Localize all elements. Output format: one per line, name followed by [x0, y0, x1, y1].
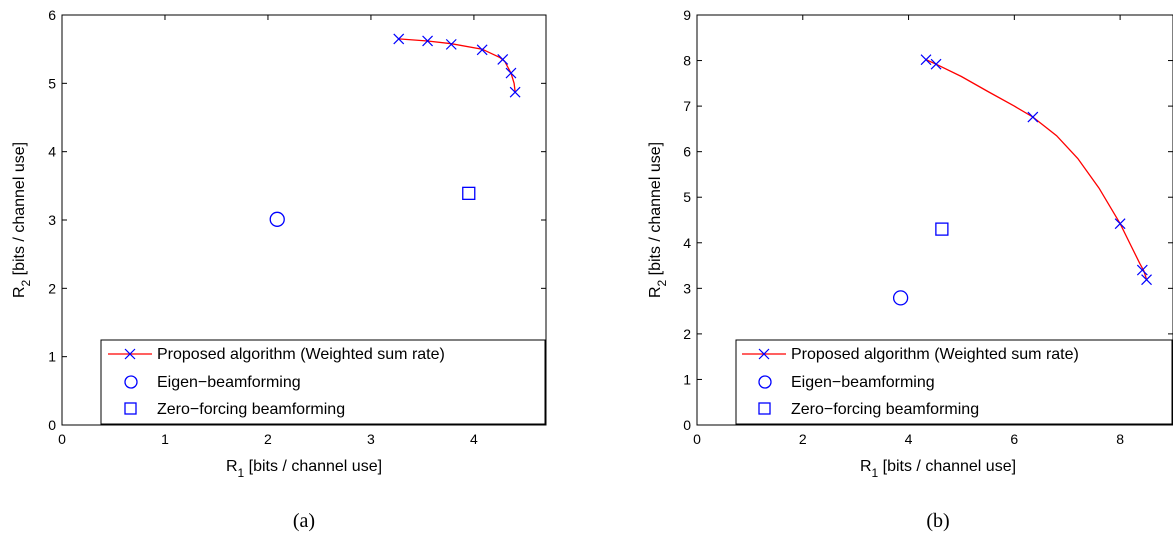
- y-tick-label-b-2: 2: [683, 326, 691, 342]
- point-zf-a-0: [462, 186, 476, 201]
- point-proposed-b-3: [1114, 218, 1126, 230]
- caption-b: (b): [926, 510, 949, 532]
- y-tick-labels-b: 0 1 2 3 4 5 6 7 8 9: [683, 7, 691, 433]
- legend-marker-x-a: [124, 348, 136, 360]
- point-proposed-b-5: [1141, 274, 1152, 286]
- legend-marker-circle-b: [758, 375, 772, 389]
- x-tick-label-a-3: 3: [367, 431, 375, 447]
- legend-label-eigen-b: Eigen−beamforming: [791, 374, 935, 391]
- legend-label-zf-b: Zero−forcing beamforming: [791, 401, 979, 418]
- y-axis-label-b: R2 [bits / channel use]: [647, 142, 669, 298]
- y-axis-label-a: R2 [bits / channel use]: [11, 142, 33, 298]
- x-tick-label-b-4: 8: [1116, 431, 1124, 447]
- y-tick-label-a-3: 3: [48, 212, 56, 228]
- y-tick-label-b-3: 3: [683, 280, 691, 296]
- point-eigen-b-0: [892, 290, 909, 306]
- point-proposed-a-2: [445, 38, 457, 50]
- point-proposed-a-3: [476, 44, 488, 56]
- legend-marker-square-b: [758, 402, 771, 415]
- y-tick-label-a-0: 0: [48, 417, 56, 433]
- series-layer-a: [269, 33, 521, 227]
- y-tick-label-b-6: 6: [683, 144, 691, 160]
- series-line-proposed-b: [925, 59, 1148, 280]
- point-proposed-b-2: [1027, 111, 1039, 123]
- point-proposed-a-6: [509, 86, 521, 98]
- chart-panel-a: 0 1 2 3 4 0 1 2 3 4 5 6 R1 [bits / channel use] R2…: [11, 7, 547, 532]
- x-tick-labels-b: 0 2 4 6 8: [693, 431, 1124, 447]
- y-tick-label-a-1: 1: [48, 349, 56, 365]
- x-tick-label-b-2: 4: [905, 431, 913, 447]
- y-tick-label-b-0: 0: [683, 417, 691, 433]
- x-tick-labels-a: 0 1 2 3 4: [58, 431, 478, 447]
- legend-label-proposed-b: Proposed algorithm (Weighted sum rate): [791, 346, 1079, 363]
- y-tick-label-a-4: 4: [48, 144, 56, 160]
- y-tick-label-b-8: 8: [683, 53, 691, 69]
- legend-box-b: [735, 339, 1173, 425]
- x-tick-label-a-2: 2: [264, 431, 272, 447]
- point-proposed-b-1: [930, 58, 942, 70]
- y-tick-label-b-7: 7: [683, 98, 691, 114]
- legend-marker-square-a: [124, 402, 137, 415]
- series-layer-b: [892, 54, 1152, 306]
- series-line-proposed-a: [398, 38, 516, 92]
- x-tick-label-a-4: 4: [470, 431, 478, 447]
- legend-box-a: [100, 339, 546, 425]
- point-proposed-a-0: [393, 33, 405, 45]
- y-tick-label-a-5: 5: [48, 75, 56, 91]
- legend-marker-circle-a: [124, 375, 138, 389]
- x-tick-label-b-3: 6: [1010, 431, 1018, 447]
- x-tick-label-a-1: 1: [161, 431, 169, 447]
- point-proposed-a-4: [497, 53, 509, 65]
- y-tick-labels-a: 0 1 2 3 4 5 6: [48, 7, 56, 433]
- y-tick-label-b-5: 5: [683, 189, 691, 205]
- y-tick-label-a-6: 6: [48, 7, 56, 23]
- y-tick-label-b-4: 4: [683, 235, 691, 251]
- x-tick-label-a-0: 0: [58, 431, 66, 447]
- y-tick-label-a-2: 2: [48, 280, 56, 296]
- point-proposed-a-5: [505, 67, 517, 79]
- x-axis-label-b: R1 [bits / channel use]: [860, 458, 1016, 480]
- point-zf-b-0: [935, 222, 949, 236]
- caption-a: (a): [293, 510, 315, 532]
- legend-label-proposed-a: Proposed algorithm (Weighted sum rate): [157, 346, 445, 363]
- point-proposed-b-4: [1136, 264, 1148, 276]
- x-tick-label-b-1: 2: [799, 431, 807, 447]
- chart-panel-b: 0 2 4 6 8 0 1 2 3 4 5 6 7 8 9 R1 [bits / channel use]…: [647, 7, 1173, 532]
- y-tick-label-b-9: 9: [683, 7, 691, 23]
- legend-a: Proposed algorithm (Weighted sum rate) E…: [100, 339, 546, 425]
- legend-label-zf-a: Zero−forcing beamforming: [157, 401, 345, 418]
- legend-b: Proposed algorithm (Weighted sum rate) E…: [735, 339, 1173, 425]
- point-proposed-b-0: [920, 54, 932, 66]
- point-eigen-a-0: [269, 211, 285, 227]
- x-tick-label-b-0: 0: [693, 431, 701, 447]
- x-axis-label-a: R1 [bits / channel use]: [226, 458, 382, 480]
- legend-label-eigen-a: Eigen−beamforming: [157, 374, 301, 391]
- point-proposed-a-1: [422, 35, 433, 47]
- legend-marker-x-b: [758, 348, 770, 360]
- y-tick-label-b-1: 1: [683, 371, 691, 387]
